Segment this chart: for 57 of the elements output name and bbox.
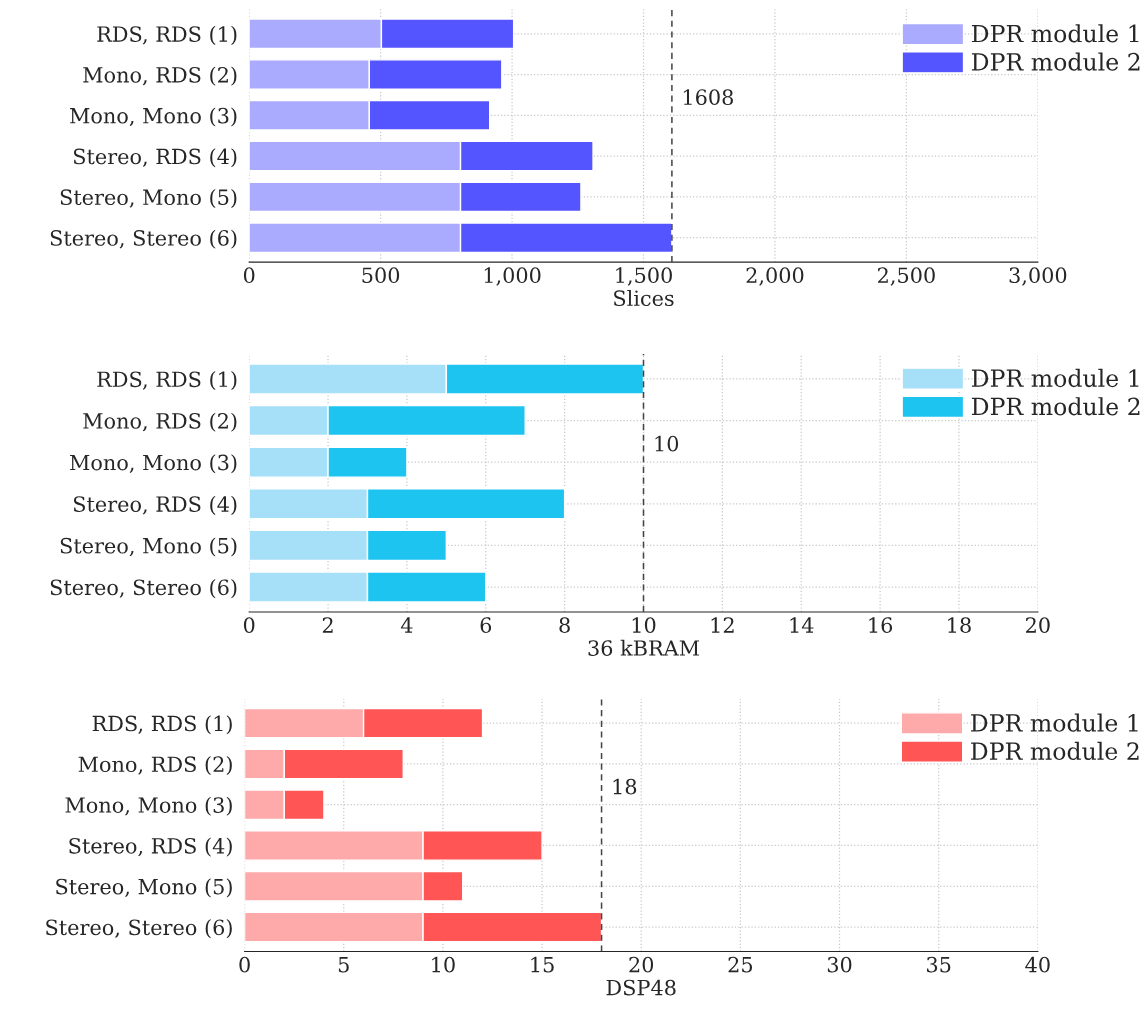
y-tick-label: RDS, RDS (1) <box>97 25 237 45</box>
x-tick-label: 5 <box>338 957 349 973</box>
x-tick-label: 40 <box>1025 956 1050 973</box>
x-tick-label: 0 <box>243 617 255 633</box>
x-tick-label: 3,000 <box>1009 267 1067 286</box>
y-tick-label: Stereo, RDS (4) <box>73 148 237 168</box>
x-tick-label: 12 <box>711 617 734 633</box>
x-tick-label: 18 <box>948 617 971 633</box>
y-tick-label: Mono, Mono (3) <box>70 107 237 127</box>
x-tick-label: 6 <box>480 617 492 633</box>
y-tick-label: Stereo, Stereo (6) <box>50 229 237 249</box>
y-tick-label: Mono, RDS (2) <box>78 756 232 776</box>
ref-line-label: 18 <box>613 778 637 795</box>
x-tick-label: 500 <box>362 267 400 284</box>
x-tick-label: 4 <box>400 617 413 633</box>
y-tick-label: Stereo, Mono (5) <box>60 537 237 557</box>
x-tick-label: 30 <box>827 956 852 973</box>
legend-label: DPR module 2 <box>971 52 1140 71</box>
x-tick-label: 20 <box>1026 617 1050 633</box>
x-tick-label: 20 <box>629 956 654 973</box>
ref-line-label: 1608 <box>683 89 733 106</box>
ref-line-label: 10 <box>655 435 679 452</box>
y-tick-label: Mono, Mono (3) <box>65 796 232 816</box>
x-tick-label: 35 <box>927 956 951 973</box>
legend-label: DPR module 1 <box>971 713 1138 732</box>
y-tick-label: Stereo, Stereo (6) <box>50 579 237 599</box>
x-tick-label: 1,000 <box>484 267 541 286</box>
x-tick-label: 2,000 <box>746 267 804 286</box>
y-tick-label: Mono, RDS (2) <box>83 412 237 432</box>
legend-label: DPR module 1 <box>971 368 1139 388</box>
x-tick-label: 10 <box>632 617 656 633</box>
x-tick-label: 25 <box>728 956 753 973</box>
x-tick-label: 0 <box>243 267 255 284</box>
y-tick-label: Stereo, RDS (4) <box>73 495 237 515</box>
x-tick-label: 14 <box>790 617 814 633</box>
legend-label: DPR module 1 <box>971 24 1139 43</box>
y-tick-label: RDS, RDS (1) <box>97 371 237 391</box>
x-tick-label: 1,500 <box>616 267 672 286</box>
x-axis-title: 36 kBRAM <box>588 639 700 656</box>
legend-label: DPR module 2 <box>971 397 1140 416</box>
y-tick-label: Mono, RDS (2) <box>83 66 237 86</box>
x-tick-label: 0 <box>239 956 250 973</box>
x-tick-label: 16 <box>869 617 893 633</box>
x-tick-label: 10 <box>432 956 455 973</box>
x-axis-title: DSP48 <box>606 979 676 996</box>
x-tick-label: 2,500 <box>877 267 935 286</box>
y-tick-label: Stereo, Mono (5) <box>56 878 232 898</box>
y-tick-label: RDS, RDS (1) <box>92 715 232 735</box>
y-tick-label: Stereo, RDS (4) <box>69 837 232 857</box>
y-tick-label: Stereo, Mono (5) <box>60 188 237 209</box>
x-tick-label: 2 <box>322 617 333 633</box>
x-tick-label: 8 <box>559 617 570 633</box>
y-tick-label: Mono, Mono (3) <box>70 454 237 474</box>
legend-label: DPR module 2 <box>971 741 1139 761</box>
x-axis-title: Slices <box>614 289 674 307</box>
x-tick-label: 15 <box>531 956 554 973</box>
y-tick-label: Stereo, Stereo (6) <box>46 919 232 939</box>
